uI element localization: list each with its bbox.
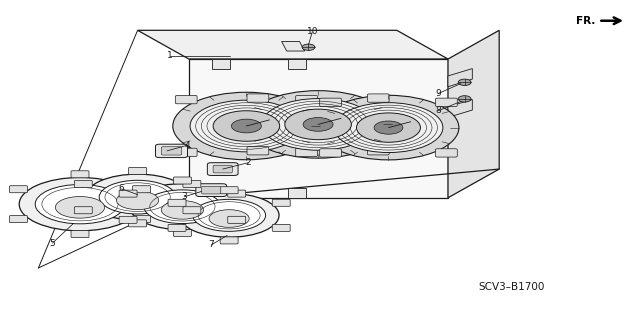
Ellipse shape [56, 197, 105, 218]
FancyBboxPatch shape [74, 207, 92, 214]
Polygon shape [288, 59, 306, 69]
Ellipse shape [116, 191, 159, 210]
Ellipse shape [334, 103, 443, 152]
Ellipse shape [262, 99, 374, 150]
Ellipse shape [130, 184, 235, 230]
FancyBboxPatch shape [132, 216, 150, 223]
Ellipse shape [173, 92, 320, 160]
Polygon shape [448, 100, 472, 117]
FancyBboxPatch shape [367, 94, 389, 102]
FancyBboxPatch shape [173, 229, 191, 236]
FancyBboxPatch shape [296, 95, 317, 104]
FancyBboxPatch shape [132, 186, 150, 193]
Text: 2: 2 [246, 158, 251, 167]
FancyBboxPatch shape [228, 216, 246, 223]
Ellipse shape [458, 79, 471, 85]
FancyBboxPatch shape [129, 220, 147, 227]
Text: 4: 4 [185, 141, 190, 150]
FancyBboxPatch shape [175, 148, 197, 157]
FancyBboxPatch shape [213, 165, 232, 173]
FancyBboxPatch shape [173, 177, 191, 184]
FancyBboxPatch shape [183, 181, 201, 188]
FancyBboxPatch shape [71, 171, 89, 178]
Text: 3: 3 [182, 192, 187, 201]
FancyBboxPatch shape [272, 224, 290, 231]
Text: 6: 6 [119, 184, 124, 193]
FancyBboxPatch shape [207, 163, 238, 175]
FancyBboxPatch shape [10, 186, 28, 193]
Text: 5: 5 [50, 239, 55, 248]
FancyBboxPatch shape [220, 187, 238, 194]
Ellipse shape [19, 177, 141, 231]
FancyBboxPatch shape [168, 199, 186, 206]
Ellipse shape [190, 100, 303, 152]
Ellipse shape [374, 121, 403, 134]
Ellipse shape [99, 180, 176, 214]
Ellipse shape [303, 117, 333, 131]
FancyBboxPatch shape [220, 237, 238, 244]
Polygon shape [189, 59, 448, 198]
Text: 1: 1 [168, 51, 173, 60]
Ellipse shape [356, 113, 420, 142]
Polygon shape [448, 30, 499, 198]
Polygon shape [282, 41, 305, 51]
FancyBboxPatch shape [119, 216, 137, 223]
FancyBboxPatch shape [156, 144, 188, 158]
FancyBboxPatch shape [367, 147, 389, 155]
FancyBboxPatch shape [228, 190, 246, 197]
Ellipse shape [213, 111, 280, 141]
Ellipse shape [209, 210, 249, 227]
Ellipse shape [318, 95, 459, 160]
Ellipse shape [244, 91, 392, 158]
Polygon shape [138, 30, 448, 59]
FancyBboxPatch shape [436, 149, 458, 157]
FancyBboxPatch shape [202, 186, 221, 194]
Ellipse shape [85, 174, 190, 220]
Ellipse shape [285, 109, 351, 140]
Polygon shape [212, 59, 230, 69]
FancyBboxPatch shape [129, 167, 147, 174]
Text: 9: 9 [436, 89, 441, 98]
Text: SCV3–B1700: SCV3–B1700 [479, 282, 545, 292]
FancyBboxPatch shape [436, 98, 458, 107]
FancyBboxPatch shape [183, 207, 201, 214]
Ellipse shape [179, 193, 279, 237]
Text: FR.: FR. [576, 16, 595, 26]
FancyBboxPatch shape [247, 94, 269, 102]
FancyBboxPatch shape [196, 184, 227, 197]
FancyBboxPatch shape [161, 147, 182, 155]
FancyBboxPatch shape [319, 98, 341, 107]
Ellipse shape [161, 201, 204, 219]
FancyBboxPatch shape [71, 231, 89, 238]
Text: 8: 8 [436, 106, 441, 115]
Ellipse shape [458, 96, 471, 102]
FancyBboxPatch shape [119, 190, 137, 197]
Polygon shape [212, 188, 230, 198]
FancyBboxPatch shape [74, 181, 92, 188]
Ellipse shape [232, 119, 261, 133]
Ellipse shape [193, 199, 266, 231]
FancyBboxPatch shape [319, 149, 341, 157]
FancyBboxPatch shape [10, 216, 28, 223]
Polygon shape [448, 69, 472, 87]
FancyBboxPatch shape [175, 95, 197, 104]
Ellipse shape [302, 44, 315, 50]
FancyBboxPatch shape [272, 199, 290, 206]
Ellipse shape [144, 190, 221, 224]
Text: 7: 7 [209, 241, 214, 249]
FancyBboxPatch shape [296, 148, 317, 157]
FancyBboxPatch shape [247, 147, 269, 155]
Ellipse shape [35, 184, 125, 224]
Text: 10: 10 [307, 27, 318, 36]
Polygon shape [288, 188, 306, 198]
FancyBboxPatch shape [168, 224, 186, 231]
